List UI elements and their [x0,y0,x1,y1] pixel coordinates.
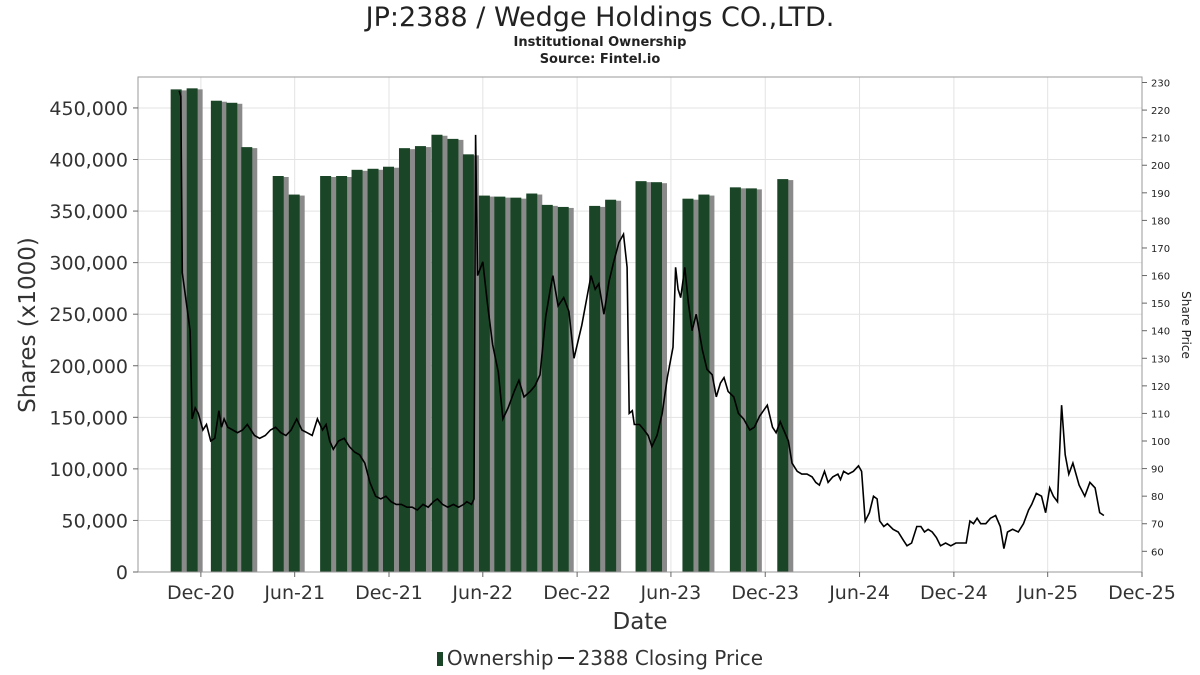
x-tick-label: Jun-24 [828,582,890,604]
x-tick-label: Jun-22 [451,582,513,604]
x-tick-label: Jun-23 [640,582,702,604]
y2-tick-label: 160 [1151,272,1170,283]
ownership-bar [351,169,363,572]
y-tick-label: 100,000 [49,459,128,481]
x-tick-label: Jun-25 [1016,582,1078,604]
x-tick-label: Dec-25 [1108,582,1176,604]
x-tick-label: Dec-21 [355,582,423,604]
ownership-bars [170,88,794,572]
y2-tick-label: 80 [1151,492,1164,503]
ownership-bar [272,176,284,572]
ownership-bar [367,168,379,572]
ownership-bar [170,89,182,572]
ownership-bar [510,197,522,572]
y2-tick-label: 90 [1151,465,1164,476]
ownership-bar [651,182,663,572]
ownership-legend-swatch [436,652,443,666]
x-axis-ticks: Dec-20 Jun-21 Dec-21 Jun-22 Dec-22 Jun-23 Dec-… [167,572,1176,604]
ownership-bar [729,187,741,572]
ownership-bar [589,205,601,572]
y2-tick-label: 220 [1151,106,1170,117]
y2-tick-label: 70 [1151,520,1164,531]
ownership-legend-label: Ownership [446,646,554,670]
y2-tick-label: 130 [1151,354,1170,365]
y2-tick-label: 150 [1151,299,1170,310]
ownership-bar [336,176,348,572]
x-tick-label: Dec-20 [167,582,235,604]
y2-tick-label: 120 [1151,382,1170,393]
y2-tick-label: 170 [1151,244,1170,255]
x-tick-label: Dec-22 [543,582,611,604]
y2-axis-ticks: 60 70 80 90 100 110 120 130 140 150 160 170 180 190 20… [1142,79,1170,558]
y-axis-ticks: 0 50,000 100,000 150,000 200,000 250,000 300,0… [49,98,138,584]
ownership-bar [320,176,332,572]
y2-tick-label: 110 [1151,409,1170,420]
closing-price-line [178,90,1105,549]
y-tick-label: 200,000 [49,356,128,378]
chart-title: JP:2388 / Wedge Holdings CO.,LTD. [365,2,835,33]
y-tick-label: 450,000 [49,98,128,120]
y2-tick-label: 140 [1151,327,1170,338]
chart-source: Source: Fintel.io [539,52,661,67]
plot-frame [137,76,1143,573]
ownership-bar [210,100,222,572]
x-tick-label: Dec-24 [920,582,988,604]
ownership-bar [226,102,238,572]
y2-tick-label: 100 [1151,437,1170,448]
y2-tick-label: 210 [1151,134,1170,145]
ownership-bar [398,148,410,572]
y2-tick-label: 200 [1151,161,1170,172]
y2-tick-label: 180 [1151,216,1170,227]
y-axis-label: Shares (x1000) [15,237,41,413]
ownership-bar [241,147,253,572]
y-tick-label: 50,000 [62,510,128,532]
ownership-bar [186,88,198,572]
x-tick-label: Dec-23 [731,582,799,604]
price-legend-swatch [557,657,574,659]
y2-tick-label: 230 [1151,79,1170,90]
ownership-bar [557,206,569,572]
chart-subtitle: Institutional Ownership [513,35,687,50]
ownership-bar [383,166,394,572]
ownership-bar [682,198,694,572]
chart-legend: Ownership 2388 Closing Price [0,646,1200,670]
x-axis-label: Date [613,609,668,635]
ownership-bar [635,181,647,572]
ownership-bar [698,194,710,572]
ownership-bar [605,199,617,572]
ownership-bar [447,138,459,572]
y2-tick-label: 60 [1151,547,1164,558]
y-tick-label: 400,000 [49,150,128,172]
y2-axis-label: Share Price [1179,291,1193,359]
y-tick-label: 350,000 [49,201,128,223]
x-tick-label: Jun-21 [263,582,325,604]
ownership-bar [777,179,789,572]
ownership-bar [541,204,553,572]
y-tick-label: 300,000 [49,253,128,275]
ownership-bar [414,146,426,572]
y-tick-label: 250,000 [49,304,128,326]
ownership-bar [478,195,490,572]
price-legend-label: 2388 Closing Price [577,646,764,670]
ownership-bar [462,154,474,572]
y-tick-label: 0 [116,562,128,584]
ownership-chart: 0 50,000 100,000 150,000 200,000 250,000 300,0… [15,76,1193,635]
ownership-bar [526,193,538,572]
y2-tick-label: 190 [1151,189,1170,200]
ownership-bar [288,194,300,572]
y-tick-label: 150,000 [49,407,128,429]
ownership-bar [431,134,443,572]
ownership-bar [745,188,757,572]
